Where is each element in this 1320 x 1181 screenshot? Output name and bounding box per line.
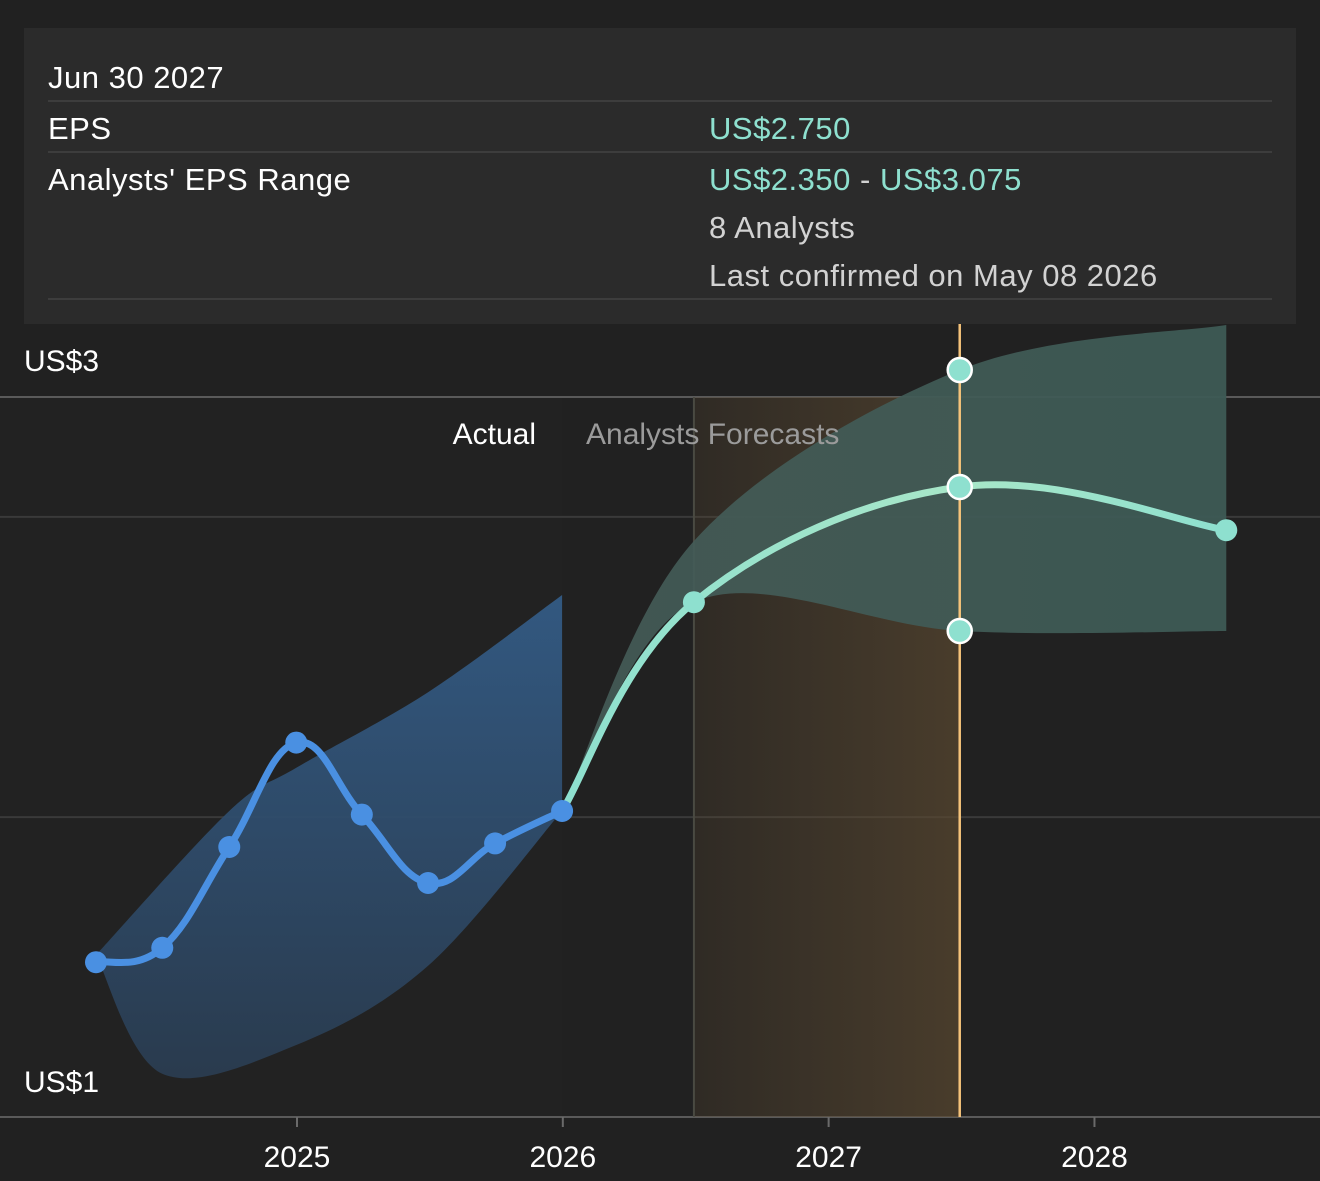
x-tick-label: 2025 <box>264 1141 331 1174</box>
tooltip-divider <box>48 100 1272 102</box>
forecast-point <box>682 591 705 614</box>
x-tick-label: 2028 <box>1061 1141 1128 1174</box>
range-marker-point <box>946 356 973 384</box>
y-tick-label: US$1 <box>24 1066 99 1099</box>
actual-point <box>285 731 308 754</box>
actual-point <box>350 803 373 826</box>
forecast-point <box>1215 519 1238 542</box>
actual-point <box>218 836 241 858</box>
actual-section-label: Actual <box>453 418 536 451</box>
eps-range-separator: - <box>850 162 880 197</box>
eps-range-low: US$2.350 <box>709 162 851 197</box>
tooltip-divider <box>48 298 1272 300</box>
actual-range-band <box>95 595 563 1079</box>
eps-value: US$2.750 <box>709 111 851 146</box>
x-axis: 2025 2026 2027 2028 <box>264 1117 1128 1174</box>
actual-eps-line <box>92 738 566 967</box>
tooltip-date: Jun 30 2027 <box>48 60 225 95</box>
actual-point <box>484 832 507 855</box>
forecast-point <box>946 473 973 501</box>
eps-range-label: Analysts' EPS Range <box>48 162 352 197</box>
y-tick-label: US$3 <box>24 345 99 378</box>
eps-range-value: US$2.350 - US$3.075 <box>709 162 1022 198</box>
actual-point <box>551 800 574 822</box>
range-bands <box>95 325 1227 1079</box>
series-lines <box>92 481 1230 967</box>
actual-point <box>151 936 174 959</box>
chart-labels: US$3 US$1 Actual Analysts Forecasts <box>24 345 839 1099</box>
eps-tooltip: Jun 30 2027 EPS US$2.750 Analysts' EPS R… <box>24 28 1296 324</box>
eps-range-high: US$3.075 <box>879 162 1022 197</box>
last-confirmed: Last confirmed on May 08 2026 <box>709 258 1158 293</box>
eps-label: EPS <box>48 111 112 146</box>
x-tick-label: 2026 <box>529 1141 596 1174</box>
forecast-range-band <box>562 325 1227 811</box>
analyst-count: 8 Analysts <box>709 210 856 245</box>
actual-point <box>84 951 107 974</box>
range-marker-point <box>946 617 973 645</box>
forecast-eps-line <box>558 481 1230 815</box>
x-tick-label: 2027 <box>795 1141 862 1174</box>
tooltip-divider <box>48 151 1272 153</box>
forecast-section-label: Analysts Forecasts <box>586 418 839 451</box>
actual-point <box>417 872 440 894</box>
data-points <box>84 356 1238 974</box>
